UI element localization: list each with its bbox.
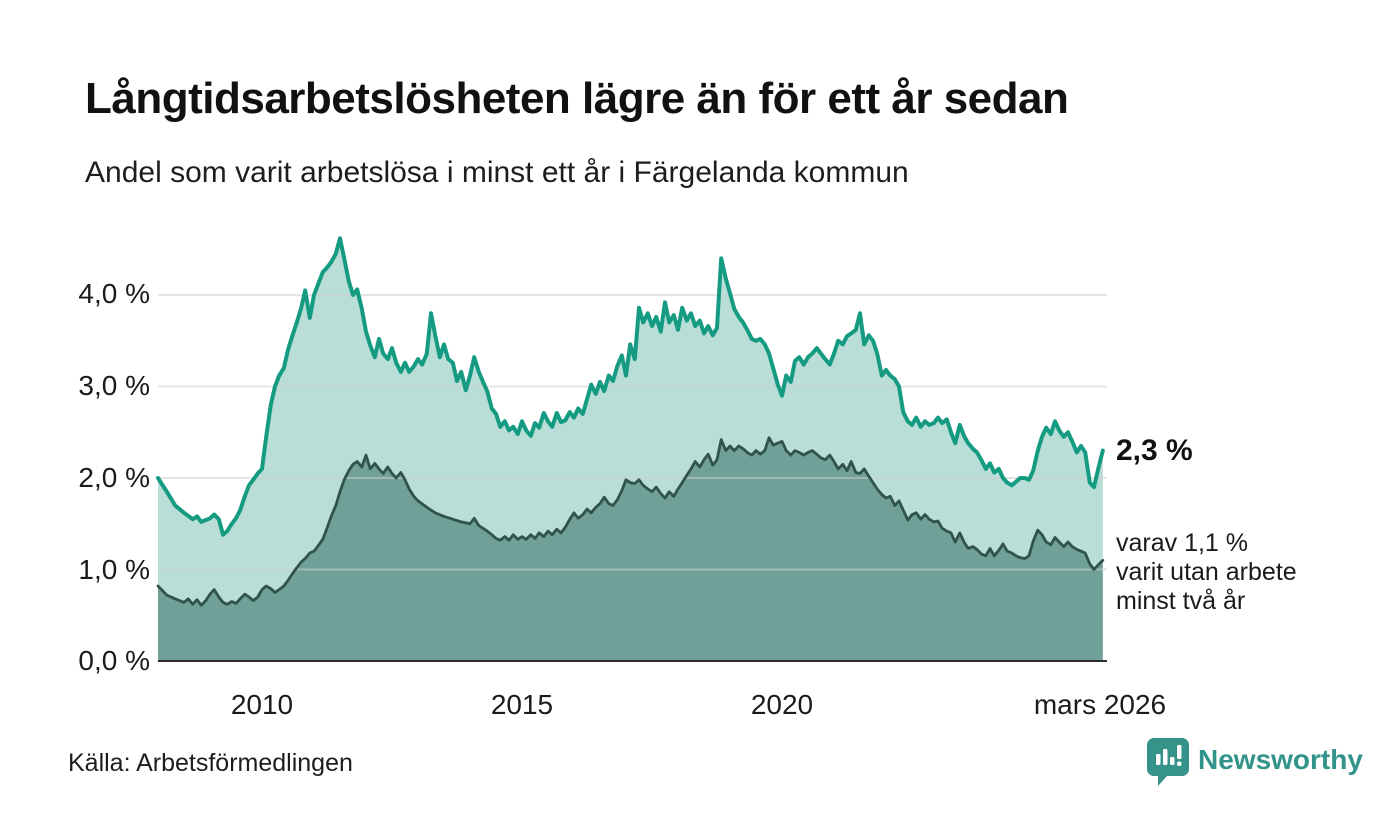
y-axis-tick-2: 2,0 %	[78, 462, 150, 493]
line-two-years	[156, 436, 1105, 607]
x-axis-tick-2010: 2010	[230, 689, 294, 720]
latest-value-label: 2,3 %	[1116, 434, 1193, 467]
x-axis-tick-mars-2026: mars 2026	[1033, 689, 1167, 720]
x-axis-tick-2020: 2020	[750, 689, 814, 720]
y-axis-tick-0: 0,0 %	[78, 645, 150, 676]
source-attribution: Källa: Arbetsförmedlingen	[68, 749, 353, 777]
page-subtitle: Andel som varit arbetslösa i minst ett å…	[85, 156, 909, 189]
annotation-line-2: varit utan arbete	[1116, 558, 1297, 586]
x-axis-tick-2015: 2015	[490, 689, 554, 720]
newsworthy-brand-name: Newsworthy	[1198, 744, 1363, 775]
annotation-line-1: varav 1,1 %	[1116, 529, 1249, 557]
y-axis-tick-3: 3,0 %	[78, 370, 150, 401]
newsworthy-logo-icon	[1147, 738, 1189, 786]
y-axis-tick-4: 4,0 %	[78, 278, 150, 309]
two-year-annotation: varav 1,1 % varit utan arbete minst två …	[1116, 529, 1297, 616]
annotation-line-3: minst två år	[1116, 587, 1246, 615]
y-axis-tick-1: 1,0 %	[78, 554, 150, 585]
page-title: Långtidsarbetslösheten lägre än för ett …	[85, 74, 1069, 123]
area-two-years	[158, 437, 1103, 661]
line-one-year	[156, 236, 1105, 537]
